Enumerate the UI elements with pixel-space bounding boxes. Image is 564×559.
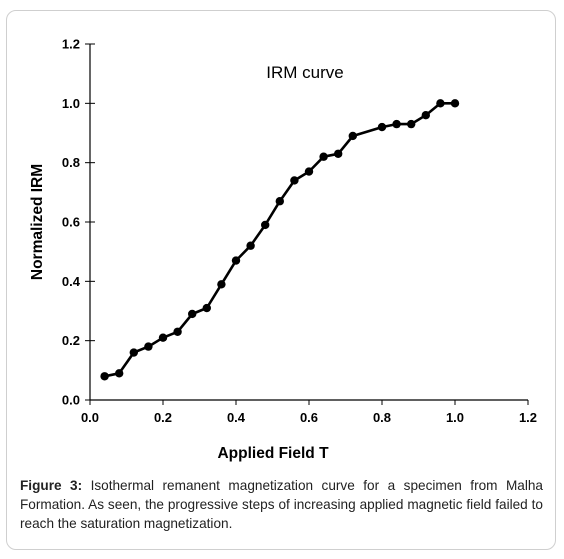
data-point	[261, 220, 270, 230]
y-tick-label: 0.0	[62, 393, 80, 408]
data-point	[173, 327, 182, 336]
data-point	[231, 256, 241, 265]
data-point	[115, 369, 124, 378]
x-tick-label: 0.8	[373, 410, 391, 425]
axes	[89, 44, 528, 401]
data-point	[217, 280, 226, 289]
data-point	[100, 372, 109, 381]
data-point	[334, 149, 343, 158]
data-points	[100, 99, 460, 381]
figure-caption: Figure 3: Isothermal remanent magnetizat…	[20, 476, 543, 533]
chart-title: IRM curve	[266, 63, 343, 82]
data-point	[275, 197, 284, 206]
data-point	[421, 111, 430, 120]
irm-chart: 0.0 0.2 0.4 0.6 0.8 1.0 1.2 0.0 0.2 0.4 0.6 0.8 1.0 1…	[29, 37, 537, 463]
data-point	[450, 99, 460, 108]
data-point	[158, 333, 168, 342]
data-point	[348, 131, 357, 141]
data-point	[188, 309, 197, 319]
x-tick-label: 0.0	[81, 410, 99, 425]
figure-frame	[6, 10, 556, 550]
series-line	[104, 102, 455, 378]
y-tick-label: 1.2	[62, 37, 80, 52]
data-point	[202, 303, 211, 313]
y-tick-label: 0.2	[62, 333, 80, 348]
data-point	[246, 241, 255, 250]
y-tick-label: 0.4	[62, 274, 81, 289]
data-point	[129, 348, 138, 357]
x-axis-label: Applied Field T	[217, 445, 329, 462]
x-tick-label: 1.0	[446, 410, 464, 425]
x-tick-label: 0.2	[154, 410, 172, 425]
x-tick-label: 1.2	[519, 410, 537, 425]
x-tick-label: 0.6	[300, 410, 318, 425]
data-point	[304, 167, 314, 176]
data-point	[319, 152, 328, 161]
x-tick-label: 0.4	[227, 410, 246, 425]
data-point	[436, 99, 445, 108]
data-point	[377, 122, 387, 132]
y-tick-label: 0.6	[62, 215, 80, 230]
caption-text: Isothermal remanent magnetization curve …	[20, 478, 543, 531]
y-tick-label: 0.8	[62, 155, 80, 170]
data-point	[144, 342, 153, 351]
data-point	[407, 119, 416, 129]
caption-label: Figure 3:	[20, 478, 83, 493]
y-tick-label: 1.0	[62, 96, 80, 111]
data-point	[392, 119, 401, 129]
ticks: 0.0 0.2 0.4 0.6 0.8 1.0 1.2 0.0 0.2 0.4 0.6 0.8 1.0 1…	[62, 37, 537, 426]
y-axis-label: Normalized IRM	[29, 164, 46, 280]
data-point	[290, 176, 299, 185]
